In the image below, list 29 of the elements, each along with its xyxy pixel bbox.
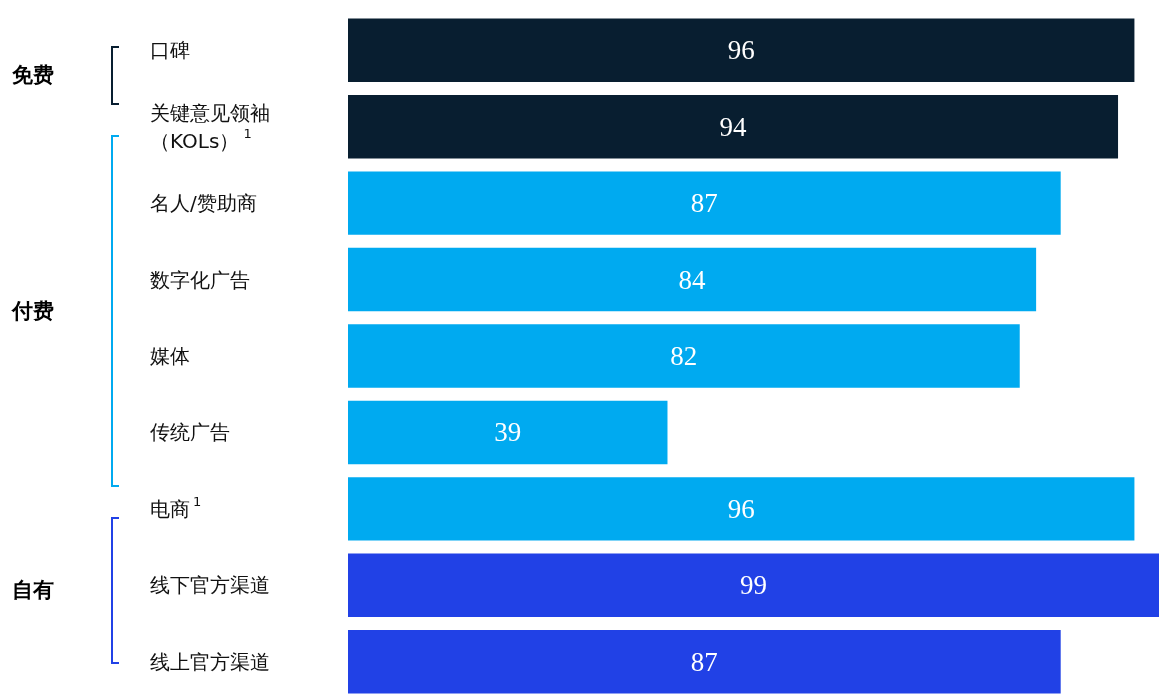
bar — [348, 400, 668, 465]
y-tick-label: 数字化广告 — [150, 267, 250, 292]
y-tick-label: 线上官方渠道 — [150, 649, 270, 674]
bar — [348, 630, 1061, 694]
y-tick-label: 名人/赞助商 — [150, 191, 257, 216]
bar — [348, 18, 1135, 82]
bar — [348, 171, 1061, 235]
y-tick-label: 关键意见领袖（KOLs）1 — [150, 100, 270, 153]
y-tick-label: 媒体 — [150, 344, 190, 368]
y-tick-label: 口碑 — [150, 38, 190, 63]
data-label: 96 — [727, 35, 755, 66]
text: 付费 — [12, 297, 54, 325]
bar — [348, 324, 1020, 388]
text: 自有 — [12, 577, 54, 605]
bar — [348, 553, 1159, 618]
data-label: 82 — [670, 341, 698, 371]
y-tick-label: 线下官方渠道 — [150, 573, 270, 598]
data-label: 84 — [678, 264, 707, 295]
data-label: 99 — [740, 570, 767, 601]
y-tick-label: 传统广告 — [150, 420, 230, 445]
bar — [348, 94, 1119, 159]
data-label: 39 — [494, 417, 522, 448]
data-label: 87 — [690, 188, 718, 219]
text: 免费 — [12, 62, 54, 90]
data-label: 96 — [727, 493, 755, 524]
bar — [348, 477, 1135, 541]
data-label: 94 — [719, 111, 748, 142]
bar — [348, 247, 1037, 312]
data-label: 87 — [690, 646, 718, 677]
